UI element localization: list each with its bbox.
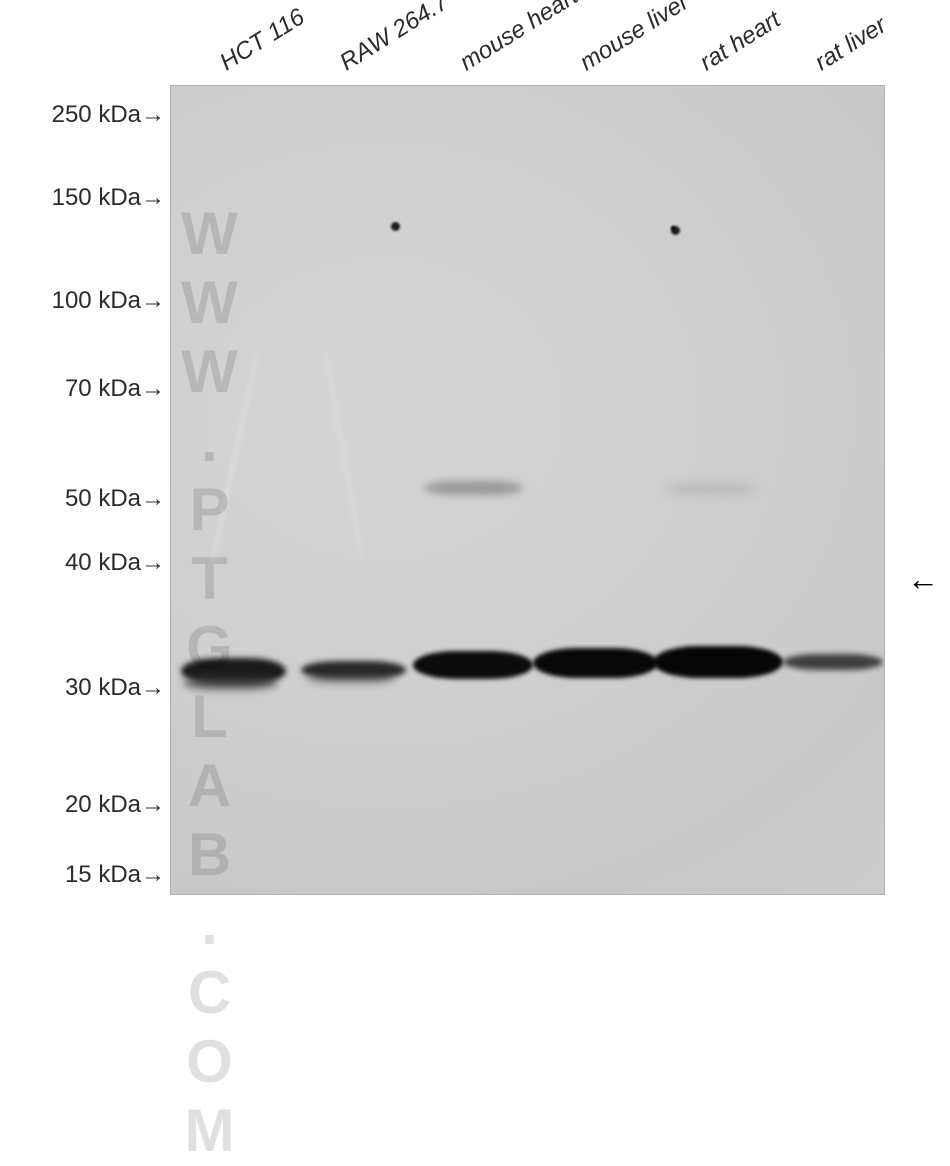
mw-label-text: 20 kDa xyxy=(65,791,141,818)
western-blot-figure: HCT 116RAW 264.7mouse heartmouse liverra… xyxy=(0,0,950,903)
target-band-arrow-icon: ← xyxy=(907,561,939,598)
arrow-right-icon: → xyxy=(141,287,165,315)
mw-label: 150 kDa→ xyxy=(52,184,165,212)
arrow-right-icon: → xyxy=(141,101,165,129)
mw-label-text: 50 kDa xyxy=(65,485,141,512)
blot-container: WWW.PTGLAB.COM xyxy=(170,85,885,895)
protein-band xyxy=(413,651,533,679)
lane-label: mouse liver xyxy=(575,0,694,77)
protein-band xyxy=(663,484,758,494)
lane-label: mouse heart xyxy=(455,0,583,77)
blot-membrane xyxy=(170,85,885,895)
mw-label: 50 kDa→ xyxy=(65,485,165,513)
mw-label-text: 70 kDa xyxy=(65,375,141,402)
mw-label: 70 kDa→ xyxy=(65,375,165,403)
mw-label: 40 kDa→ xyxy=(65,549,165,577)
protein-band xyxy=(533,648,658,678)
mw-label: 250 kDa→ xyxy=(52,101,165,129)
film-streak xyxy=(321,337,365,564)
film-streak xyxy=(206,348,260,584)
artifact-spot xyxy=(671,226,675,230)
artifact-spot xyxy=(391,222,400,231)
protein-band xyxy=(183,676,278,690)
mw-label-text: 40 kDa xyxy=(65,549,141,576)
protein-band xyxy=(423,481,523,495)
protein-band xyxy=(653,646,783,678)
mw-label: 15 kDa→ xyxy=(65,861,165,889)
mw-ladder-labels: 250 kDa→150 kDa→100 kDa→70 kDa→50 kDa→40… xyxy=(0,85,168,895)
lane-label: rat heart xyxy=(695,6,786,77)
mw-label-text: 250 kDa xyxy=(52,101,141,128)
arrow-right-icon: → xyxy=(141,549,165,577)
protein-band xyxy=(783,654,883,670)
arrow-right-icon: → xyxy=(141,861,165,889)
arrow-right-icon: → xyxy=(141,184,165,212)
lane-label: HCT 116 xyxy=(215,3,310,77)
mw-label-text: 100 kDa xyxy=(52,287,141,314)
mw-label-text: 30 kDa xyxy=(65,674,141,701)
mw-label-text: 15 kDa xyxy=(65,861,141,888)
mw-label: 30 kDa→ xyxy=(65,674,165,702)
protein-band xyxy=(306,674,396,684)
arrow-right-icon: → xyxy=(141,485,165,513)
arrow-right-icon: → xyxy=(141,375,165,403)
mw-label: 100 kDa→ xyxy=(52,287,165,315)
mw-label-text: 150 kDa xyxy=(52,184,141,211)
lane-labels-row: HCT 116 RAW 264.7mouse heartmouse liverra… xyxy=(170,0,885,85)
lane-label: rat liver xyxy=(810,12,892,77)
mw-label: 20 kDa→ xyxy=(65,791,165,819)
arrow-right-icon: → xyxy=(141,791,165,819)
lane-label: RAW 264.7 xyxy=(335,0,454,77)
arrow-right-icon: → xyxy=(141,674,165,702)
